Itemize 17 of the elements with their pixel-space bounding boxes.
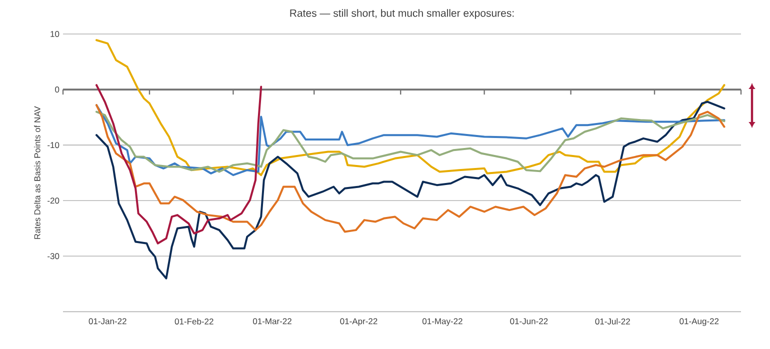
x-tick-label: 01-Aug-22 <box>680 318 719 326</box>
x-tick-label: 01-Jan-22 <box>88 318 126 324</box>
x-tick-label: 01-May-22 <box>422 318 462 326</box>
x-tick-label: 01-Apr-22 <box>340 318 378 326</box>
x-tick-label: 01-Mar-22 <box>252 318 292 324</box>
x-tick-label: 01-Jun-22 <box>510 318 548 324</box>
x-tick-label: 01-Jul-22 <box>595 318 630 324</box>
y-tick-label: -10 <box>48 142 60 148</box>
y-axis-title: Rates Delta as Basis Points of NAV <box>34 106 40 239</box>
chart-title: Rates — still short, but much smaller exposures: <box>290 9 514 19</box>
y-tick-label: 0 <box>55 86 60 93</box>
y-tick-label: -20 <box>48 198 60 204</box>
line-series <box>95 39 726 176</box>
x-tick-label: 01-Feb-22 <box>174 318 214 324</box>
y-tick-label: 10 <box>50 31 60 38</box>
line-series <box>95 84 262 244</box>
y-tick-label: -30 <box>48 253 60 260</box>
